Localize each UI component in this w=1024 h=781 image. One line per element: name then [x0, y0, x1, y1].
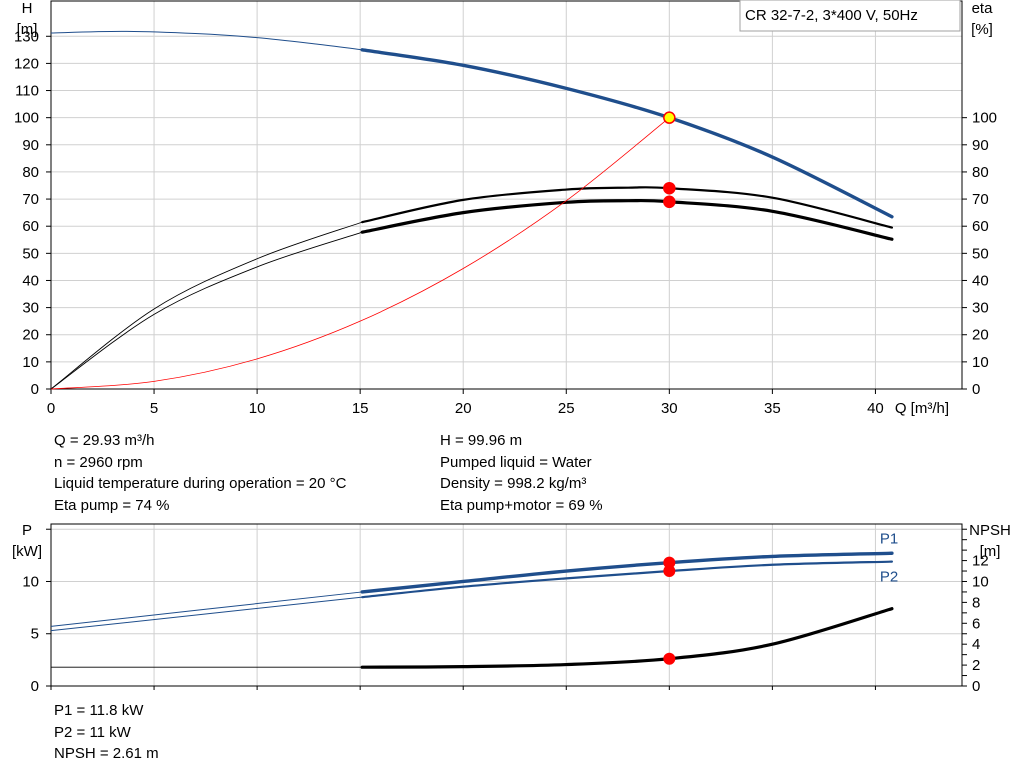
power-point-marker — [663, 565, 676, 578]
p1-curve-extension-line — [50, 591, 363, 627]
chart2-y-right-tick-label: 8 — [972, 594, 980, 611]
chart2-y-left-axis-label: P — [22, 522, 32, 539]
pumped-liquid-readout: Pumped liquid = Water — [440, 453, 592, 471]
efficiency-point-marker — [663, 181, 676, 195]
npsh-point-marker — [663, 652, 676, 665]
chart1-frame — [50, 0, 963, 390]
eta-pump-motor-curve-extension-line — [50, 231, 363, 390]
chart1-y-right-tick-label: 40 — [972, 272, 989, 289]
eta-pump-curve-extension-line — [50, 221, 363, 390]
chart1-y-right-tick-label: 80 — [972, 164, 989, 181]
chart1-y-left-tick-label: 80 — [22, 164, 39, 181]
chart1-x-tick-label: 10 — [249, 400, 266, 417]
flow-readout: Q = 29.93 m³/h — [54, 432, 155, 449]
eta-pump-curve-line — [361, 186, 894, 229]
chart1-y-right-tick-label: 50 — [972, 245, 989, 262]
speed-readout: n = 2960 rpm — [54, 453, 143, 471]
chart1-y-left-tick-label: 120 — [14, 55, 39, 72]
p2-curve-label: P2 — [880, 569, 898, 586]
chart1-title-box — [739, 0, 961, 32]
p1-curve-line — [360, 551, 894, 594]
chart2-y-right-tick-label: 4 — [972, 636, 980, 653]
chart1-x-tick-label: 0 — [47, 400, 55, 417]
eta-pump-readout: Eta pump = 74 % — [54, 497, 170, 515]
chart1-title: CR 32-7-2, 3*400 V, 50Hz — [745, 7, 918, 24]
head-curve-extension-line — [50, 30, 363, 51]
chart1-y-left-tick-label: 30 — [22, 300, 39, 317]
chart1-y-left-tick-label: 130 — [14, 28, 39, 45]
chart1-y-left-tick-label: 70 — [22, 191, 39, 208]
p2-readout: P2 = 11 kW — [54, 723, 131, 741]
chart1-y-left-tick-label: 20 — [22, 327, 39, 344]
chart1-y-left-axis-label: H — [22, 0, 33, 17]
npsh-curve-line — [360, 607, 894, 669]
chart1-x-tick-label: 40 — [867, 400, 884, 417]
chart1-y-left-tick-label: 110 — [15, 83, 39, 100]
chart2-y-right-tick-label: 0 — [972, 678, 980, 695]
chart1-y-left-tick-label: 0 — [31, 381, 39, 398]
head-readout: H = 99.96 m — [440, 432, 523, 449]
chart1-y-right-tick-label: 100 — [972, 110, 997, 127]
chart1-y-right-tick-label: 10 — [972, 354, 989, 371]
chart2-y-left-tick-label: 5 — [31, 626, 39, 643]
operating-point-info-right: H = 99.96 m Pumped liquid = Water Densit… — [440, 430, 603, 517]
density-readout: Density = 998.2 kg/m³ — [440, 475, 587, 493]
chart2-y-right-tick-label: 6 — [972, 615, 980, 632]
chart2-y-left-axis-unit: [kW] — [12, 543, 42, 560]
chart1-x-axis-label: Q [m³/h] — [895, 400, 949, 417]
chart1-y-right-tick-label: 20 — [972, 327, 989, 344]
chart2-y-right-tick-label: 2 — [972, 657, 980, 674]
p1-curve-label: P1 — [880, 530, 898, 547]
chart1-y-left-tick-label: 50 — [22, 245, 39, 262]
efficiency-point-marker — [663, 195, 676, 209]
chart1-x-tick-label: 5 — [150, 400, 158, 417]
chart2-y-left-tick-label: 0 — [31, 678, 39, 695]
duty-point-marker — [663, 111, 676, 124]
chart1-y-right-tick-label: 0 — [972, 381, 980, 398]
npsh-readout: NPSH = 2.61 m — [54, 745, 159, 763]
chart2-y-left-tick-label: 10 — [22, 573, 39, 590]
head-curve-line — [360, 48, 894, 219]
chart1-x-tick-label: 15 — [352, 400, 369, 417]
chart1-x-tick-label: 25 — [558, 400, 575, 417]
chart1-y-left-tick-label: 100 — [14, 110, 39, 127]
chart1-y-right-axis-label: eta — [972, 0, 994, 17]
liquid-temperature-readout: Liquid temperature during operation = 20… — [54, 475, 347, 493]
chart1-y-right-tick-label: 30 — [972, 300, 989, 317]
chart1-y-left-tick-label: 40 — [22, 272, 39, 289]
chart1-y-right-tick-label: 60 — [972, 218, 989, 235]
chart2-frame — [50, 523, 963, 687]
chart2-y-right-tick-label: 12 — [972, 553, 989, 570]
power-npsh-info: P1 = 11.8 kW P2 = 11 kW NPSH = 2.61 m — [54, 700, 159, 765]
chart2-y-right-axis-label: NPSH — [969, 522, 1011, 539]
system-curve-line — [50, 117, 670, 390]
chart1-y-left-tick-label: 60 — [22, 218, 39, 235]
chart1-y-left-tick-label: 90 — [22, 137, 39, 154]
eta-pump-motor-curve-line — [360, 198, 894, 241]
chart1-y-right-tick-label: 90 — [972, 137, 989, 154]
p2-curve-extension-line — [50, 596, 363, 632]
p1-readout: P1 = 11.8 kW — [54, 702, 144, 719]
chart1-y-left-axis-unit: [m] — [17, 21, 38, 38]
chart1-y-right-tick-label: 70 — [972, 191, 989, 208]
chart1-x-tick-label: 35 — [764, 400, 781, 417]
p2-curve-line — [361, 560, 894, 599]
eta-pump-motor-readout: Eta pump+motor = 69 % — [440, 497, 603, 515]
operating-point-info-left: Q = 29.93 m³/h n = 2960 rpm Liquid tempe… — [54, 430, 346, 517]
chart2-y-right-axis-unit: [m] — [980, 543, 1001, 560]
chart2-y-right-tick-label: 10 — [972, 573, 989, 590]
chart1-x-tick-label: 20 — [455, 400, 472, 417]
chart1-y-right-axis-unit: [%] — [971, 21, 993, 38]
chart1-x-tick-label: 30 — [661, 400, 678, 417]
chart1-y-left-tick-label: 10 — [22, 354, 39, 371]
